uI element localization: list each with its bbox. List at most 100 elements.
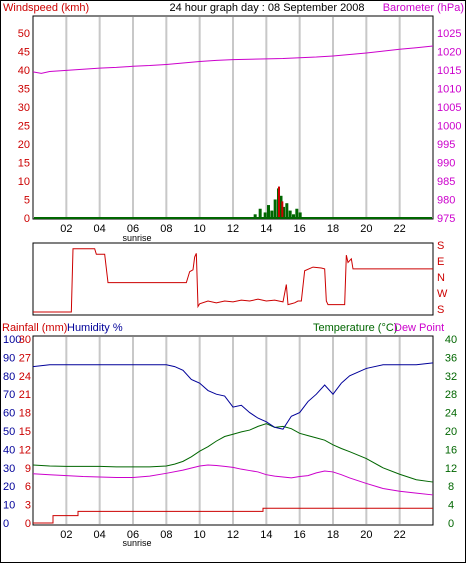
barometer-line — [32, 45, 434, 74]
windspeed-bar — [298, 212, 302, 218]
panel1-time-label: 02 — [60, 223, 72, 235]
panel3-time-label: 22 — [394, 529, 406, 541]
panel1-time-label: 06 — [127, 223, 139, 235]
dewpoint-axis-title: Dew Point — [394, 322, 444, 334]
panel3-time-label: 08 — [160, 529, 172, 541]
windspeed-bar — [295, 208, 299, 218]
panel3-time-label: 10 — [194, 529, 206, 541]
panel3-x-ticks: 02 04 06 08 10 12 14 16 18 20 22 — [60, 529, 406, 541]
humidity-tick-label: 20 — [3, 481, 15, 493]
windspeed-tick-label: 35 — [18, 84, 30, 96]
barometer-tick-label: 990 — [437, 158, 455, 170]
windspeed-bar — [263, 212, 267, 218]
panel3-time-label: 16 — [294, 529, 306, 541]
panel3-time-label: 02 — [60, 529, 72, 541]
windspeed-tick-label: 30 — [18, 102, 30, 114]
humidity-tick-label: 60 — [3, 408, 15, 420]
direction-tick-label: S — [437, 304, 444, 316]
temperature-tick-label: 8 — [448, 481, 454, 493]
windspeed-bar — [270, 210, 274, 218]
windspeed-bar — [273, 199, 277, 218]
rainfall-axis-title: Rainfall (mm) — [2, 322, 67, 334]
barometer-tick-label: 1015 — [437, 65, 461, 77]
temperature-tick-label: 28 — [445, 389, 457, 401]
humidity-tick-label: 80 — [3, 371, 15, 383]
barometer-tick-label: 1005 — [437, 102, 461, 114]
rainfall-tick-label: 18 — [19, 408, 31, 420]
panel2-frame — [32, 242, 434, 316]
temperature-tick-label: 32 — [445, 371, 457, 383]
rainfall-tick-label: 30 — [19, 334, 31, 346]
panel1-time-label: 14 — [260, 223, 272, 235]
rainfall-tick-label: 0 — [25, 518, 31, 530]
temperature-ticks: 0 4 8 12 16 20 24 28 32 36 40 — [445, 334, 457, 530]
direction-tick-label: S — [437, 240, 444, 252]
rainfall-tick-label: 21 — [19, 389, 31, 401]
windspeed-ticks: 0 5 10 15 20 25 30 35 40 45 50 — [18, 28, 30, 225]
rainfall-tick-label: 3 — [25, 500, 31, 512]
windspeed-tick-label: 5 — [24, 195, 30, 207]
panel1-time-label: 12 — [227, 223, 239, 235]
panel3-time-label: 04 — [94, 529, 106, 541]
windspeed-tick-label: 20 — [18, 139, 30, 151]
windspeed-tick-label: 40 — [18, 65, 30, 77]
panel1-time-label: 22 — [394, 223, 406, 235]
direction-tick-label: W — [437, 288, 448, 300]
windspeed-tick-label: 45 — [18, 47, 30, 59]
chart-title: 24 hour graph day : 08 September 2008 — [169, 2, 364, 14]
windspeed-bar — [267, 205, 270, 218]
panel1-time-label: 18 — [327, 223, 339, 235]
barometer-tick-label: 980 — [437, 195, 455, 207]
barometer-tick-label: 1025 — [437, 28, 461, 40]
rainfall-ticks: 0 3 6 9 12 15 18 21 24 27 30 — [19, 334, 31, 530]
rainfall-tick-label: 27 — [19, 352, 31, 364]
temperature-tick-label: 40 — [445, 334, 457, 346]
panel3-time-label: 18 — [327, 529, 339, 541]
direction-tick-label: E — [437, 256, 444, 268]
windspeed-tick-label: 10 — [18, 176, 30, 188]
sunrise-label-bottom: sunrise — [122, 538, 151, 548]
barometer-tick-label: 985 — [437, 176, 455, 188]
humidity-tick-label: 50 — [3, 426, 15, 438]
barometer-axis-title: Barometer (hPa) — [383, 2, 464, 14]
humidity-tick-label: 0 — [3, 518, 9, 530]
temperature-line — [32, 423, 434, 483]
windspeed-tick-label: 25 — [18, 121, 30, 133]
panel3-time-label: 14 — [260, 529, 272, 541]
rainfall-tick-label: 6 — [25, 481, 31, 493]
temperature-tick-label: 24 — [445, 408, 457, 420]
humidity-line — [32, 362, 434, 430]
dewpoint-line — [32, 464, 434, 496]
rainfall-line — [33, 507, 433, 524]
gust-bar — [278, 186, 280, 218]
windspeed-bars — [253, 186, 302, 218]
rainfall-tick-label: 15 — [19, 426, 31, 438]
panel1-time-label: 04 — [94, 223, 106, 235]
rainfall-tick-label: 9 — [25, 463, 31, 475]
windspeed-axis-title: Windspeed (kmh) — [3, 2, 89, 14]
windspeed-bar — [253, 214, 257, 218]
sunrise-label-top: sunrise — [122, 233, 151, 243]
panel1-time-label: 16 — [294, 223, 306, 235]
barometer-tick-label: 975 — [437, 213, 455, 225]
windspeed-bar — [288, 210, 292, 218]
panel1-time-label: 10 — [194, 223, 206, 235]
gust-bar — [281, 201, 284, 218]
humidity-tick-label: 30 — [3, 463, 15, 475]
direction-tick-label: N — [437, 272, 445, 284]
barometer-tick-label: 1020 — [437, 47, 461, 59]
windspeed-bar — [282, 206, 285, 218]
temperature-tick-label: 12 — [445, 463, 457, 475]
windspeed-bar — [279, 195, 283, 218]
barometer-ticks: 975 980 985 990 995 1000 1005 1010 1015 1020 1025 — [437, 28, 461, 225]
panel1-x-ticks: 02 04 06 08 10 12 14 16 18 20 22 — [60, 223, 406, 235]
windspeed-tick-label: 0 — [24, 213, 30, 225]
temperature-tick-label: 4 — [448, 500, 454, 512]
panel3-time-label: 12 — [227, 529, 239, 541]
temperature-tick-label: 36 — [445, 352, 457, 364]
panel1-grid — [65, 17, 401, 218]
windspeed-tick-label: 15 — [18, 158, 30, 170]
